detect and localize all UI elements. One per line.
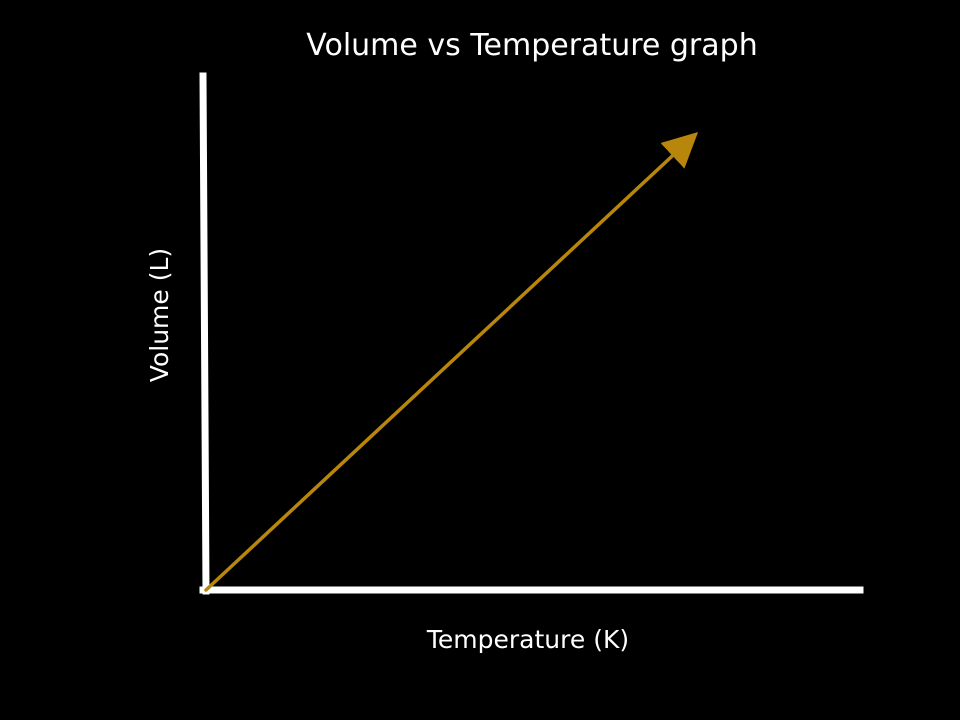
chart-title: Volume vs Temperature graph xyxy=(306,28,757,63)
series-layer xyxy=(204,131,699,592)
y-axis-label: Volume (L) xyxy=(145,248,174,382)
y-axis-line xyxy=(199,72,210,595)
series-line-0 xyxy=(204,131,699,592)
x-axis-label: Temperature (K) xyxy=(426,625,629,654)
